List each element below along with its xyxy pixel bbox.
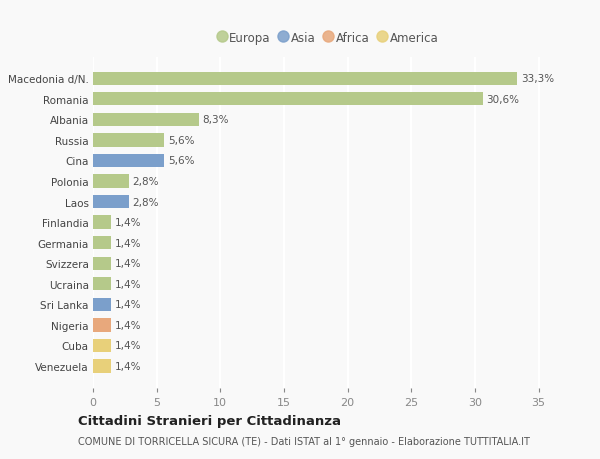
Bar [93,134,164,147]
Text: COMUNE DI TORRICELLA SICURA (TE) - Dati ISTAT al 1° gennaio - Elaborazione TUTTI: COMUNE DI TORRICELLA SICURA (TE) - Dati … [78,437,530,446]
Bar [93,339,111,353]
Bar [93,175,128,188]
Text: 2,8%: 2,8% [133,197,159,207]
Text: 1,4%: 1,4% [115,238,141,248]
Bar [93,298,111,311]
Legend: Europa, Asia, Africa, America: Europa, Asia, Africa, America [214,27,443,49]
Text: 1,4%: 1,4% [115,279,141,289]
Bar [93,319,111,332]
Bar [93,236,111,250]
Text: 1,4%: 1,4% [115,361,141,371]
Bar [93,73,517,86]
Bar [93,257,111,270]
Bar [93,216,111,230]
Bar [93,113,199,127]
Text: 1,4%: 1,4% [115,341,141,351]
Bar [93,93,482,106]
Bar [93,196,128,209]
Text: Cittadini Stranieri per Cittadinanza: Cittadini Stranieri per Cittadinanza [78,414,341,428]
Text: 1,4%: 1,4% [115,320,141,330]
Text: 5,6%: 5,6% [168,135,194,146]
Text: 30,6%: 30,6% [487,95,520,105]
Text: 33,3%: 33,3% [521,74,554,84]
Text: 5,6%: 5,6% [168,156,194,166]
Bar [93,154,164,168]
Text: 1,4%: 1,4% [115,300,141,310]
Text: 2,8%: 2,8% [133,177,159,187]
Bar [93,359,111,373]
Bar [93,278,111,291]
Text: 8,3%: 8,3% [202,115,229,125]
Text: 1,4%: 1,4% [115,258,141,269]
Text: 1,4%: 1,4% [115,218,141,228]
